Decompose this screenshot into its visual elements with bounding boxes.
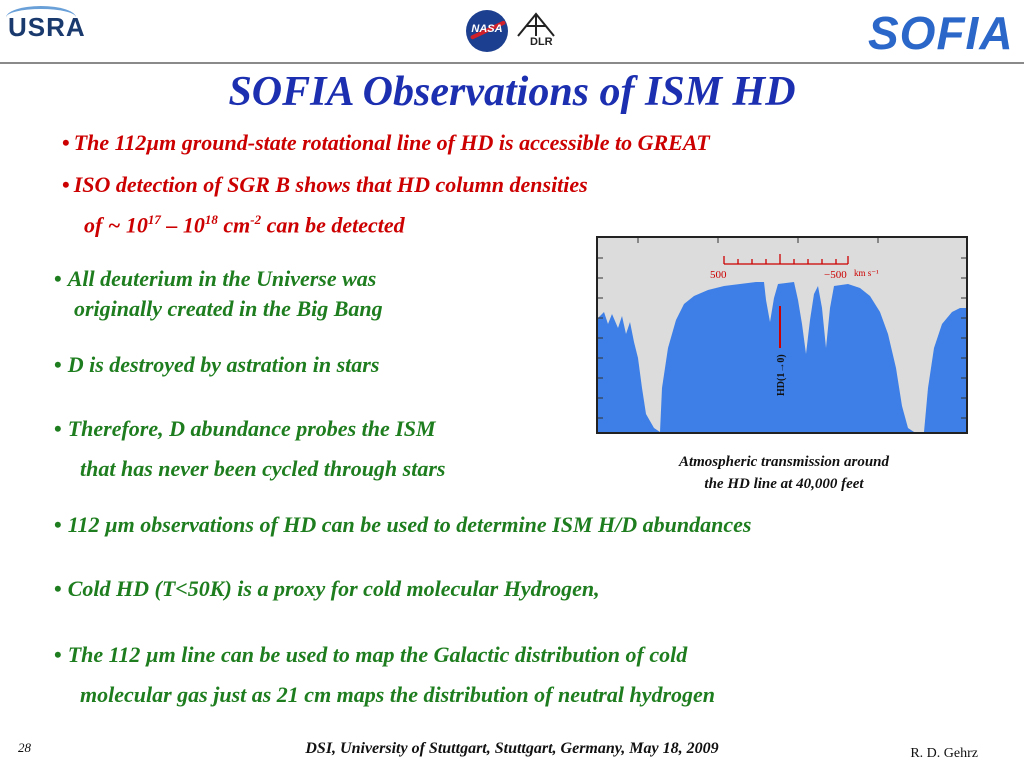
green-bullet-6: • The 112 µm line can be used to map the … xyxy=(54,642,688,667)
usra-arc-icon xyxy=(6,6,76,29)
hd-line-label: HD(1→0) xyxy=(776,354,787,396)
transmission-plot: 500 −500 km s⁻¹ HD(1→0) xyxy=(598,238,966,432)
scale-left-label: 500 xyxy=(710,269,727,281)
red-bullet-2-line-2: of ~ 1017 – 1018 cm-2 can be detected xyxy=(84,212,405,238)
green-bullet-4: • 112 µm observations of HD can be used t… xyxy=(54,512,752,537)
atmospheric-transmission-figure: 500 −500 km s⁻¹ HD(1→0) xyxy=(596,236,968,434)
green-bullet-5: • Cold HD (T<50K) is a proxy for cold mol… xyxy=(54,576,600,601)
figure-caption-line-1: Atmospheric transmission around xyxy=(678,454,890,470)
scale-unit-label: km s⁻¹ xyxy=(854,268,879,278)
red-bullet-2: • ISO detection of SGR B shows that HD co… xyxy=(62,172,588,197)
scale-right-label: −500 xyxy=(824,269,847,281)
slide-number: 28 xyxy=(18,740,31,755)
dlr-logo-icon xyxy=(517,12,555,37)
green-bullet-3-line-2: that has never been cycled through stars xyxy=(80,456,446,481)
red-bullet-1: • The 112µm ground-state rotational line … xyxy=(62,130,710,155)
dlr-logo: DLR xyxy=(530,36,553,48)
slide-title: SOFIA Observations of ISM HD xyxy=(228,69,796,115)
footer-author: R. D. Gehrz xyxy=(910,746,978,761)
nasa-logo: NASA xyxy=(466,10,508,52)
header-bar: USRA NASA DLR SOFIA xyxy=(0,0,1024,62)
figure-caption-line-2: the HD line at 40,000 feet xyxy=(704,476,864,492)
sofia-logo: SOFIA xyxy=(868,7,1014,59)
header-divider xyxy=(0,62,1024,64)
green-bullet-1-line-2: originally created in the Big Bang xyxy=(74,296,383,321)
green-bullet-3: • Therefore, D abundance probes the ISM xyxy=(54,416,436,441)
velocity-scale xyxy=(723,254,849,265)
green-bullet-2: • D is destroyed by astration in stars xyxy=(54,352,380,377)
transmission-curve xyxy=(598,282,966,432)
green-bullet-1: • All deuterium in the Universe was xyxy=(54,266,377,291)
green-bullet-6-line-2: molecular gas just as 21 cm maps the dis… xyxy=(80,682,716,707)
usra-logo: USRA xyxy=(8,12,86,42)
footer-venue: DSI, University of Stuttgart, Stuttgart,… xyxy=(305,740,719,757)
